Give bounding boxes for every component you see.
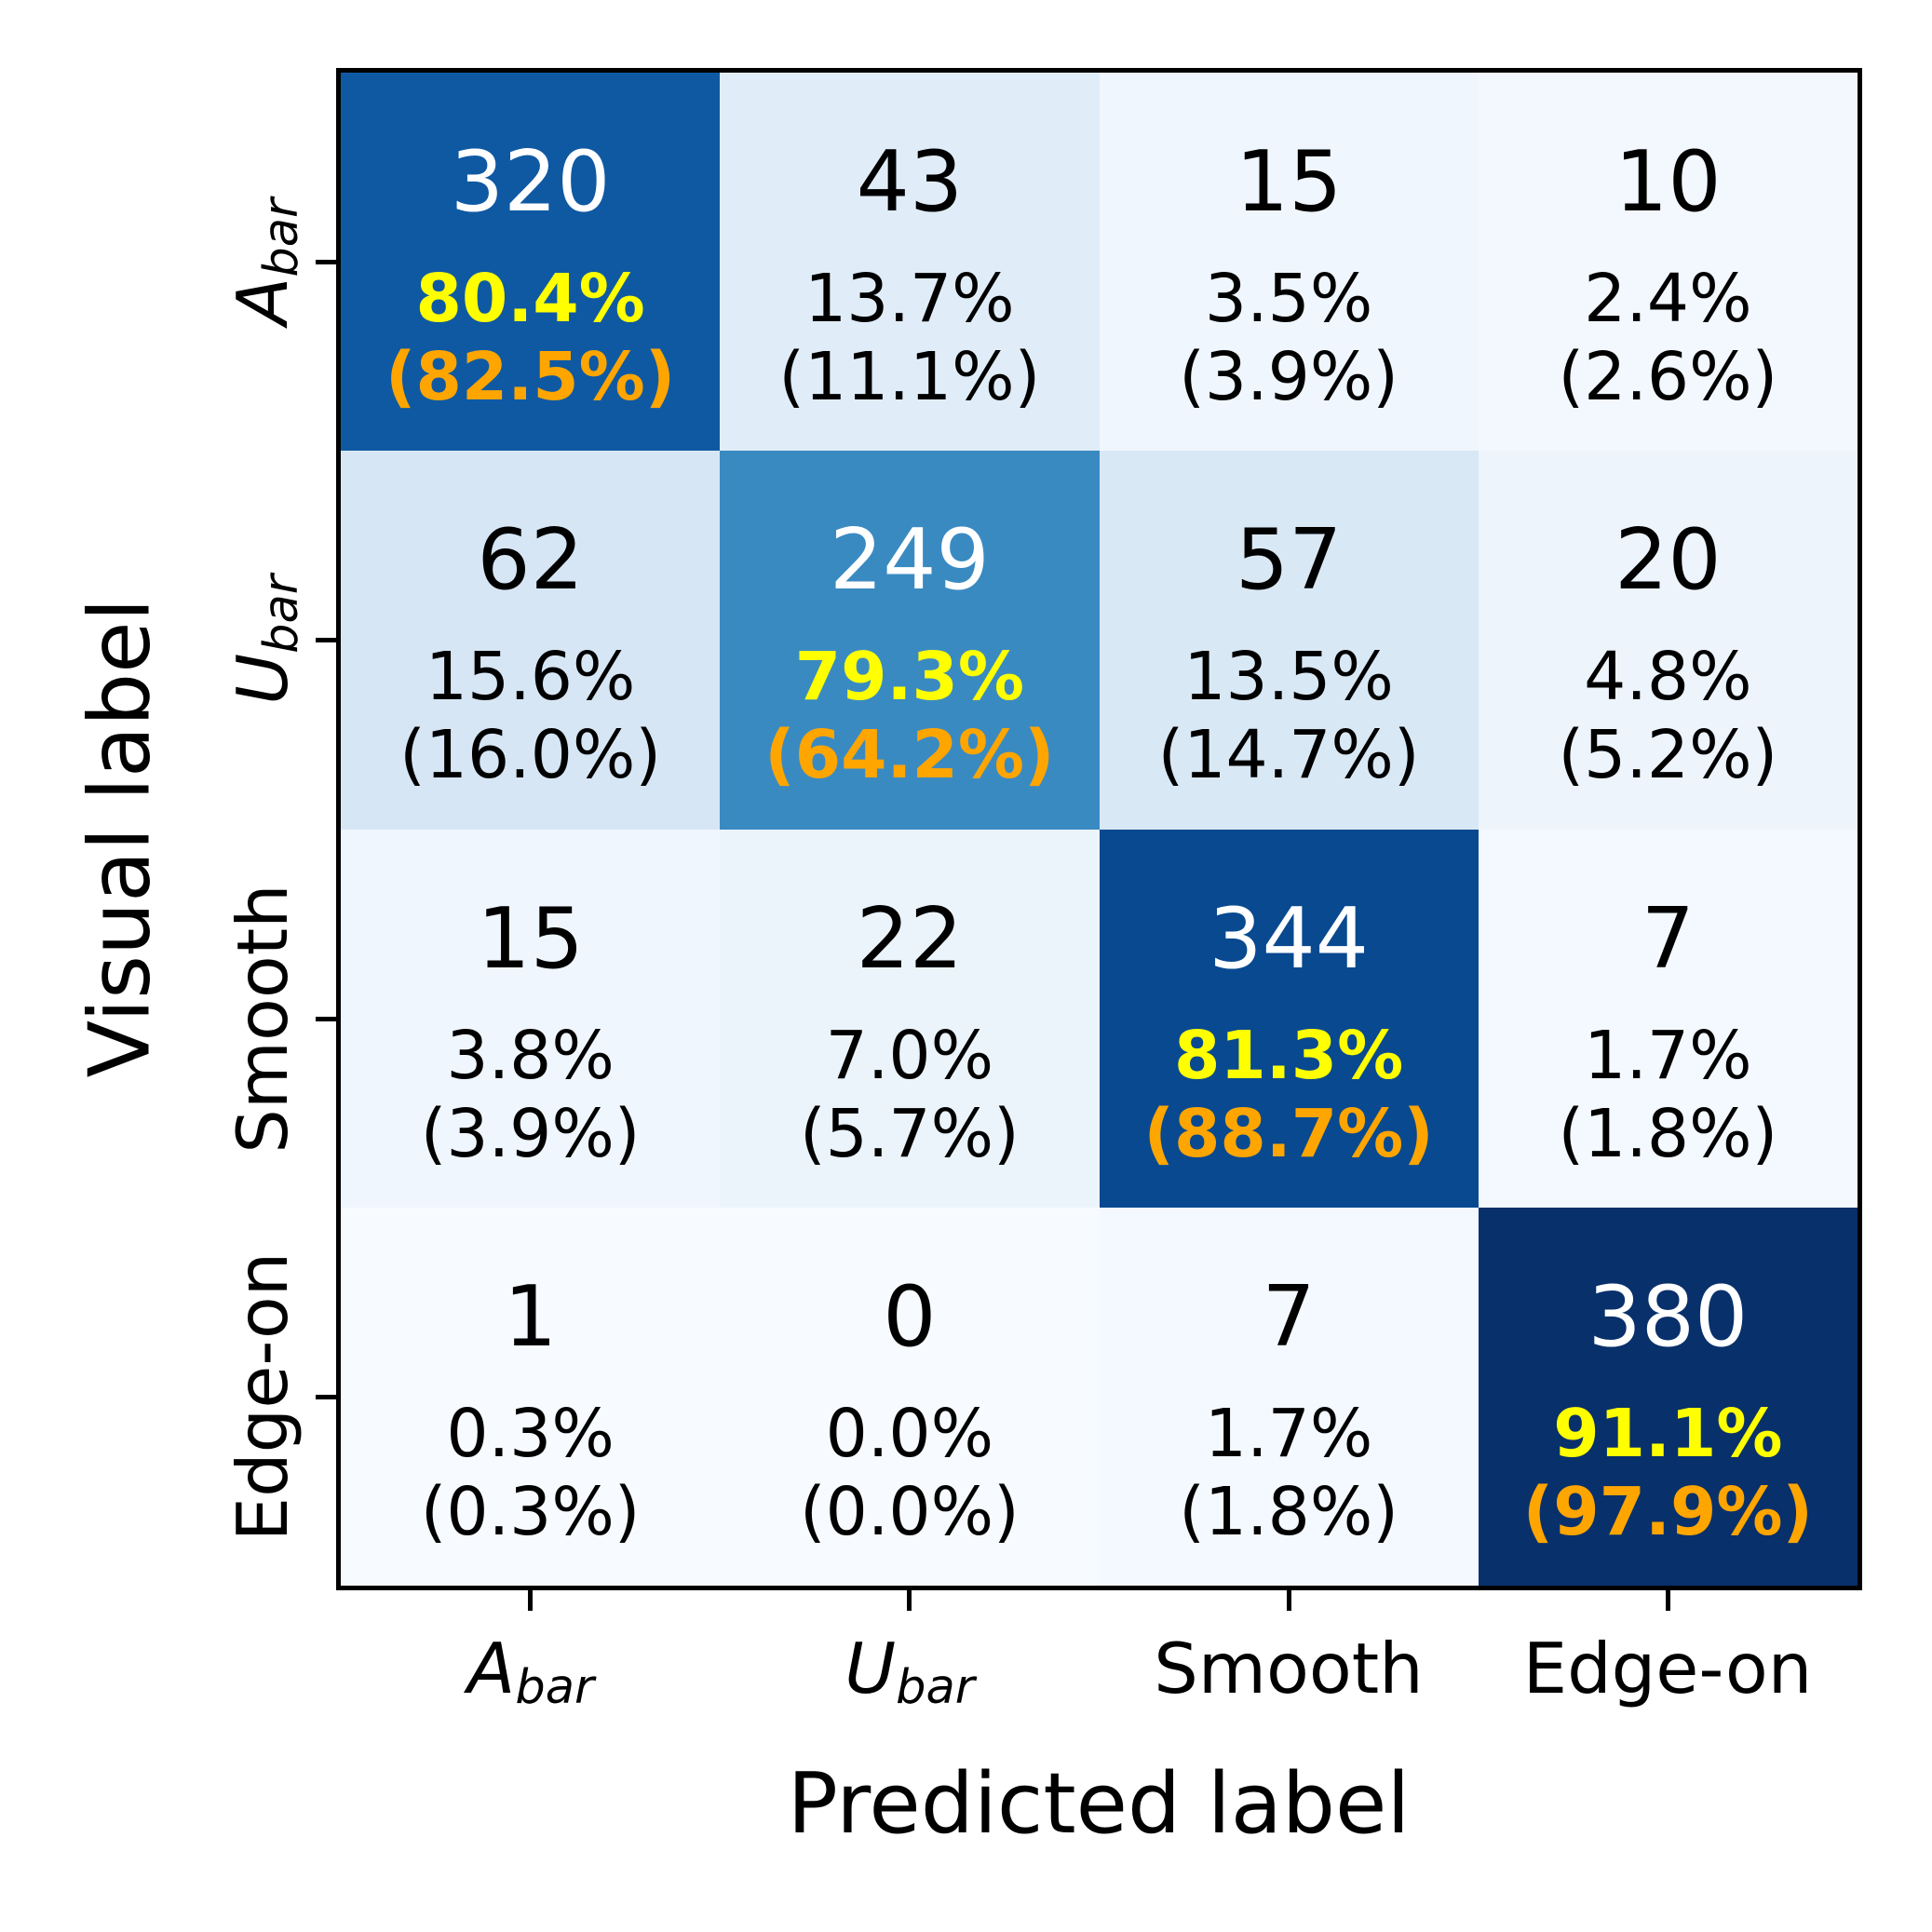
heatmap-grid: 320 80.4% (82.5%) 43 13.7% (11.1%) 15 3.… bbox=[341, 73, 1858, 1586]
cell-column-pct: 2.4% bbox=[1584, 260, 1752, 337]
cell-count: 20 bbox=[1615, 511, 1722, 610]
matrix-cell-r2c2: 344 81.3% (88.7%) bbox=[1099, 829, 1479, 1208]
x-tick-label-ubar: Ubar bbox=[844, 1627, 975, 1715]
cell-row-pct: (0.0%) bbox=[799, 1472, 1020, 1550]
cell-column-pct: 81.3% bbox=[1173, 1016, 1404, 1094]
tick-main: Smooth bbox=[222, 884, 304, 1154]
tick-subscript: bar bbox=[515, 1660, 594, 1716]
matrix-cell-r3c1: 0 0.0% (0.0%) bbox=[720, 1207, 1100, 1586]
cell-count: 10 bbox=[1615, 133, 1722, 231]
cell-row-pct: (88.7%) bbox=[1143, 1094, 1434, 1172]
cell-column-pct: 80.4% bbox=[415, 260, 645, 337]
cell-count: 320 bbox=[450, 133, 611, 231]
y-tick-mark bbox=[316, 1395, 336, 1399]
cell-row-pct: (11.1%) bbox=[778, 338, 1041, 415]
cell-row-pct: (2.6%) bbox=[1558, 338, 1778, 415]
tick-main: A bbox=[222, 277, 304, 325]
matrix-cell-r2c3: 7 1.7% (1.8%) bbox=[1478, 829, 1858, 1208]
x-tick-mark bbox=[907, 1590, 912, 1611]
y-tick-mark bbox=[316, 260, 336, 264]
x-tick-label-smooth: Smooth bbox=[1154, 1627, 1423, 1710]
cell-row-pct: (0.3%) bbox=[420, 1472, 641, 1550]
tick-main: U bbox=[844, 1628, 897, 1709]
cell-column-pct: 1.7% bbox=[1204, 1394, 1373, 1472]
cell-row-pct: (1.8%) bbox=[1179, 1472, 1399, 1550]
cell-column-pct: 0.0% bbox=[825, 1394, 994, 1472]
tick-main: Smooth bbox=[1154, 1628, 1424, 1709]
matrix-cell-r3c2: 7 1.7% (1.8%) bbox=[1099, 1207, 1479, 1586]
tick-subscript: bar bbox=[254, 198, 310, 277]
cell-column-pct: 3.8% bbox=[446, 1016, 615, 1094]
cell-column-pct: 13.7% bbox=[804, 260, 1015, 337]
cell-count: 43 bbox=[856, 133, 964, 231]
y-tick-mark bbox=[316, 638, 336, 642]
tick-main: U bbox=[222, 653, 304, 705]
matrix-cell-r0c1: 43 13.7% (11.1%) bbox=[720, 73, 1100, 452]
matrix-cell-r1c1: 249 79.3% (64.2%) bbox=[720, 451, 1100, 830]
cell-row-pct: (5.7%) bbox=[799, 1094, 1020, 1172]
tick-main: Edge-on bbox=[222, 1251, 304, 1542]
tick-main: A bbox=[467, 1628, 516, 1709]
cell-row-pct: (3.9%) bbox=[1179, 338, 1399, 415]
cell-count: 57 bbox=[1235, 511, 1343, 610]
matrix-cell-r2c0: 15 3.8% (3.9%) bbox=[341, 829, 721, 1208]
cell-row-pct: (14.7%) bbox=[1157, 716, 1420, 794]
matrix-cell-r3c3: 380 91.1% (97.9%) bbox=[1478, 1207, 1858, 1586]
matrix-cell-r0c0: 320 80.4% (82.5%) bbox=[341, 73, 721, 452]
cell-count: 0 bbox=[883, 1267, 937, 1366]
cell-count: 15 bbox=[1235, 133, 1343, 231]
cell-count: 15 bbox=[477, 889, 584, 988]
cell-count: 1 bbox=[503, 1267, 558, 1366]
cell-column-pct: 1.7% bbox=[1584, 1016, 1752, 1094]
cell-count: 249 bbox=[829, 511, 990, 610]
cell-column-pct: 0.3% bbox=[446, 1394, 615, 1472]
y-tick-label-ubar: Ubar bbox=[221, 574, 309, 705]
matrix-cell-r2c1: 22 7.0% (5.7%) bbox=[720, 829, 1100, 1208]
y-tick-label-edgeon: Edge-on bbox=[221, 1252, 304, 1542]
y-tick-mark bbox=[316, 1017, 336, 1021]
x-tick-label-edgeon: Edge-on bbox=[1523, 1627, 1813, 1710]
tick-main: Edge-on bbox=[1522, 1628, 1813, 1709]
cell-count: 7 bbox=[1262, 1267, 1316, 1366]
matrix-cell-r1c3: 20 4.8% (5.2%) bbox=[1478, 451, 1858, 830]
matrix-cell-r1c0: 62 15.6% (16.0%) bbox=[341, 451, 721, 830]
cell-column-pct: 91.1% bbox=[1553, 1394, 1783, 1472]
cell-row-pct: (82.5%) bbox=[385, 338, 676, 415]
cell-count: 344 bbox=[1209, 889, 1370, 988]
cell-count: 62 bbox=[477, 511, 584, 610]
x-tick-mark bbox=[1666, 1590, 1670, 1611]
cell-column-pct: 13.5% bbox=[1183, 638, 1394, 716]
tick-subscript: bar bbox=[896, 1660, 975, 1716]
cell-column-pct: 79.3% bbox=[794, 638, 1025, 716]
cell-column-pct: 3.5% bbox=[1204, 260, 1373, 337]
cell-column-pct: 15.6% bbox=[425, 638, 636, 716]
matrix-cell-r0c3: 10 2.4% (2.6%) bbox=[1478, 73, 1858, 452]
cell-column-pct: 7.0% bbox=[825, 1016, 994, 1094]
y-tick-label-abar: Abar bbox=[221, 198, 309, 325]
x-tick-mark bbox=[528, 1590, 533, 1611]
cell-count: 22 bbox=[856, 889, 964, 988]
cell-count: 7 bbox=[1641, 889, 1695, 988]
cell-row-pct: (64.2%) bbox=[764, 716, 1055, 794]
cell-row-pct: (5.2%) bbox=[1558, 716, 1778, 794]
matrix-cell-r3c0: 1 0.3% (0.3%) bbox=[341, 1207, 721, 1586]
cell-column-pct: 4.8% bbox=[1584, 638, 1752, 716]
x-axis-title: Predicted label bbox=[787, 1755, 1411, 1853]
x-tick-mark bbox=[1287, 1590, 1291, 1611]
x-tick-label-abar: Abar bbox=[467, 1627, 594, 1715]
cell-row-pct: (3.9%) bbox=[420, 1094, 641, 1172]
tick-subscript: bar bbox=[254, 574, 310, 654]
cell-row-pct: (1.8%) bbox=[1558, 1094, 1778, 1172]
cell-row-pct: (16.0%) bbox=[399, 716, 662, 794]
y-tick-label-smooth: Smooth bbox=[221, 884, 304, 1153]
plot-area: 320 80.4% (82.5%) 43 13.7% (11.1%) 15 3.… bbox=[336, 68, 1862, 1590]
y-axis-title: Visual label bbox=[71, 598, 169, 1078]
cell-row-pct: (97.9%) bbox=[1522, 1472, 1813, 1550]
cell-count: 380 bbox=[1587, 1267, 1749, 1366]
matrix-cell-r1c2: 57 13.5% (14.7%) bbox=[1099, 451, 1479, 830]
matrix-cell-r0c2: 15 3.5% (3.9%) bbox=[1099, 73, 1479, 452]
